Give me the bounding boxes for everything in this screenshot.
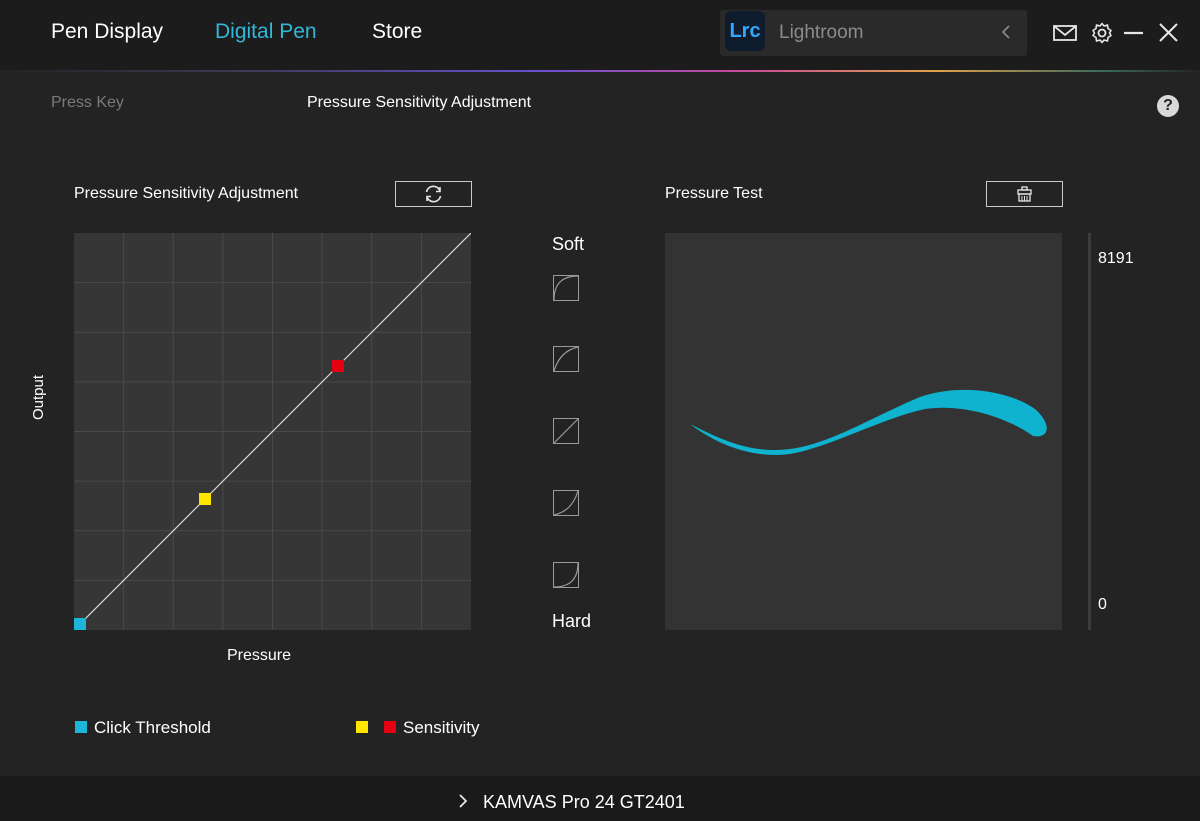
click-threshold-handle[interactable] <box>74 618 86 630</box>
subtab-press-key[interactable]: Press Key <box>51 94 124 111</box>
application-name: Lightroom <box>779 22 864 43</box>
subtab-pressure-sensitivity[interactable]: Pressure Sensitivity Adjustment <box>307 94 532 111</box>
pressure-curve-svg <box>74 232 472 630</box>
pressure-meter-max: 8191 <box>1098 250 1134 267</box>
application-selector[interactable] <box>720 10 1027 56</box>
device-bar[interactable] <box>0 776 1200 821</box>
tab-digital-pen[interactable]: Digital Pen <box>215 20 317 43</box>
minimize-icon[interactable] <box>1121 20 1147 46</box>
chevron-right-icon[interactable] <box>456 792 470 810</box>
curve-medium-hard-icon[interactable] <box>553 490 579 516</box>
sensitivity-high-swatch <box>384 721 396 733</box>
pressure-test-canvas[interactable] <box>665 233 1062 630</box>
chevron-left-icon[interactable] <box>996 20 1016 44</box>
lightroom-app-logo: Lrc <box>725 11 765 51</box>
pressure-test-title: Pressure Test <box>665 185 763 202</box>
click-threshold-legend-label: Click Threshold <box>94 718 211 737</box>
pressure-sensitivity-title: Pressure Sensitivity Adjustment <box>74 185 299 202</box>
hard-label: Hard <box>552 611 592 631</box>
pressure-curve-graph[interactable] <box>74 232 472 630</box>
close-icon[interactable] <box>1156 20 1182 46</box>
click-threshold-swatch <box>75 721 87 733</box>
clear-test-button[interactable] <box>986 181 1063 207</box>
curve-linear-icon[interactable] <box>553 418 579 444</box>
eraser-icon <box>1017 186 1032 202</box>
pressure-meter-min: 0 <box>1098 596 1107 613</box>
curve-hard-icon[interactable] <box>553 562 579 588</box>
help-icon[interactable]: ? <box>1157 95 1179 117</box>
tab-pen-display[interactable]: Pen Display <box>51 20 164 43</box>
pressure-meter-track <box>1088 233 1091 630</box>
test-pen-stroke <box>690 389 1047 455</box>
gear-icon[interactable] <box>1089 20 1115 46</box>
curve-medium-soft-icon[interactable] <box>553 346 579 372</box>
pressure-curve-line <box>79 232 472 625</box>
mail-icon[interactable] <box>1052 20 1078 46</box>
sensitivity-low-handle[interactable] <box>199 492 212 505</box>
tab-store[interactable]: Store <box>372 20 423 43</box>
top-bar-gradient-divider <box>0 70 1200 72</box>
pressure-axis-label: Pressure <box>227 647 292 664</box>
curve-soft-icon[interactable] <box>553 275 579 301</box>
sensitivity-low-swatch <box>356 721 368 733</box>
refresh-icon <box>425 185 442 203</box>
device-name: KAMVAS Pro 24 GT2401 <box>483 792 685 812</box>
output-axis-label: Output <box>30 374 47 420</box>
sensitivity-legend-label: Sensitivity <box>403 718 480 737</box>
soft-label: Soft <box>552 234 585 254</box>
test-stroke-svg <box>690 389 1047 455</box>
reset-curve-button[interactable] <box>395 181 472 207</box>
sensitivity-high-handle[interactable] <box>332 359 345 372</box>
